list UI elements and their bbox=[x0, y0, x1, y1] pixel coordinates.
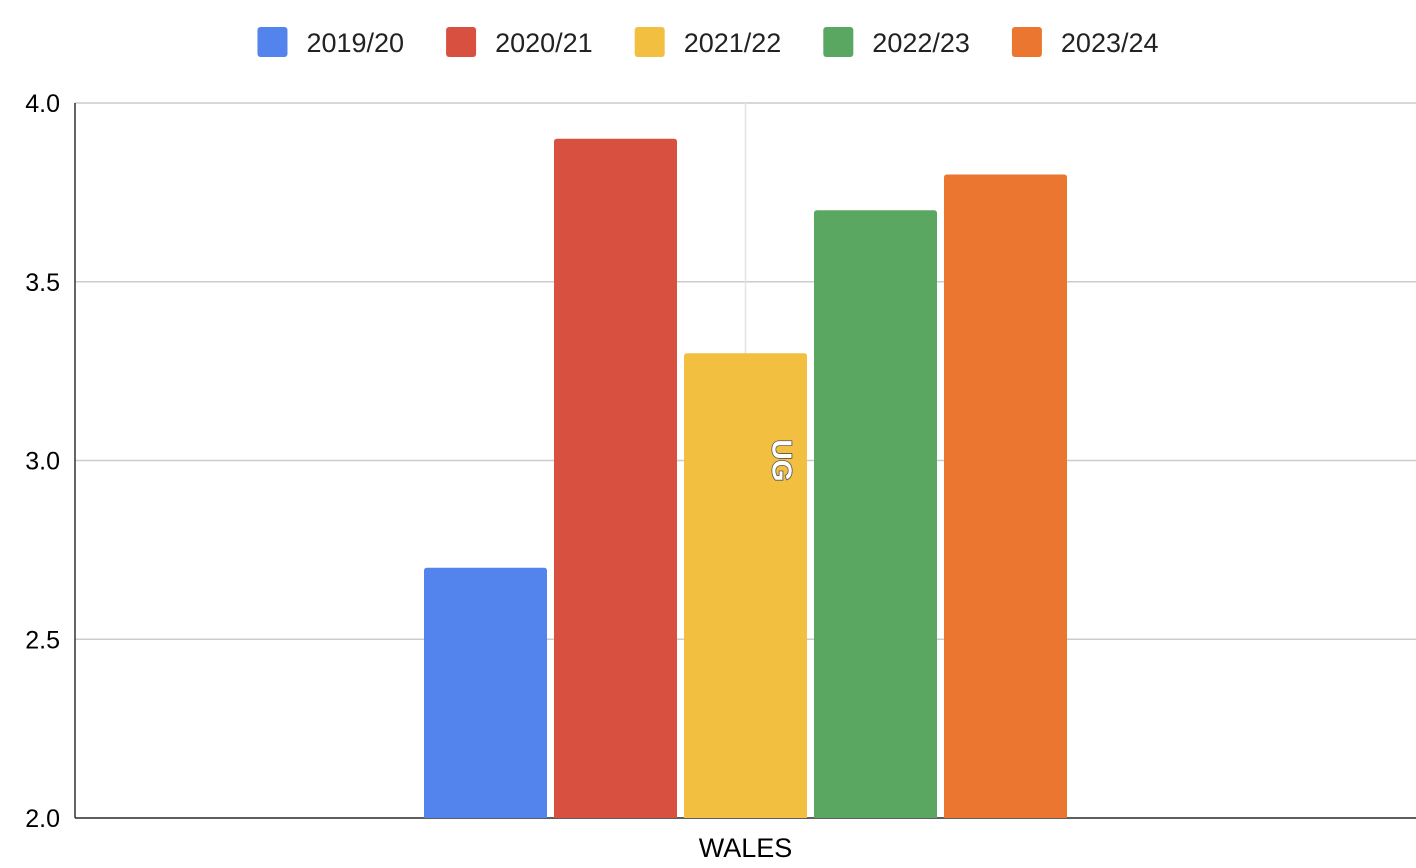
legend-label: 2019/20 bbox=[306, 28, 404, 58]
legend-swatch bbox=[1011, 27, 1042, 57]
legend-label: 2021/22 bbox=[684, 28, 782, 58]
bars bbox=[424, 138, 1067, 818]
bar-2019-20 bbox=[424, 567, 547, 818]
x-category-label: WALES bbox=[699, 833, 793, 863]
bar-2022-23 bbox=[814, 210, 937, 818]
bar-2023-24 bbox=[944, 174, 1067, 818]
bar-2021-22 bbox=[684, 353, 807, 818]
bar-2020-21 bbox=[554, 138, 677, 818]
y-tick-label: 4.0 bbox=[25, 90, 60, 118]
legend: 2019/20 2020/21 2021/22 2022/23 2023/24 bbox=[257, 27, 1159, 58]
y-tick-label: 3.0 bbox=[25, 448, 60, 476]
legend-swatch bbox=[257, 27, 288, 57]
legend-label: 2022/23 bbox=[872, 28, 970, 58]
y-tick-label: 2.5 bbox=[25, 626, 60, 654]
legend-label: 2023/24 bbox=[1061, 28, 1159, 58]
bar-annotation-label: UG bbox=[767, 440, 798, 482]
legend-swatch bbox=[634, 27, 665, 57]
y-tick-label: 2.0 bbox=[25, 805, 60, 833]
labels: 2.0 2.5 3.0 3.5 4.0 UG WALES bbox=[25, 90, 798, 863]
legend-swatch bbox=[823, 27, 854, 57]
y-tick-label: 3.5 bbox=[25, 269, 60, 297]
legend-swatch bbox=[446, 27, 477, 57]
legend-label: 2020/21 bbox=[495, 28, 593, 58]
